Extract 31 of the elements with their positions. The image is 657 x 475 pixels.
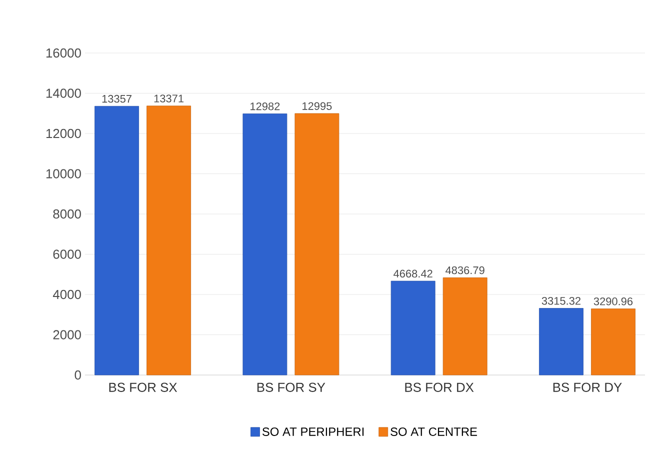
y-tick-label: 14000 (46, 88, 81, 98)
x-tick-label: BS FOR DX (405, 382, 474, 392)
y-tick-label: 0 (74, 370, 81, 380)
data-label: 3315.32 (542, 297, 580, 305)
data-label: 4836.79 (446, 266, 484, 274)
bar (442, 277, 488, 376)
legend-label: SO AT PERIPHERI (262, 427, 364, 436)
data-label: 13357 (102, 94, 132, 103)
data-label: 12982 (250, 102, 280, 110)
bar (539, 308, 584, 376)
y-tick-label: 10000 (46, 169, 81, 178)
bar (591, 308, 636, 376)
data-label: 3290.96 (594, 298, 633, 306)
bar (242, 114, 288, 376)
x-tick-label: BS FOR SX (109, 382, 178, 392)
y-tick-label: 16000 (46, 48, 81, 58)
y-tick-label: 4000 (52, 290, 81, 300)
bar (294, 113, 340, 376)
legend-label: SO AT CENTRE (390, 427, 477, 436)
data-label: 12995 (302, 102, 332, 110)
bar (146, 106, 191, 376)
bar (94, 106, 139, 376)
x-tick-label: BS FOR SY (257, 382, 326, 392)
y-tick-label: 8000 (53, 209, 81, 219)
y-tick-label: 6000 (53, 250, 81, 259)
data-label: 13371 (154, 94, 184, 102)
y-tick-label: 2000 (53, 330, 81, 340)
y-tick-label: 12000 (46, 128, 81, 138)
x-tick-label: BS FOR DY (553, 382, 622, 392)
bar (390, 280, 436, 376)
data-label: 4668.42 (394, 270, 432, 278)
